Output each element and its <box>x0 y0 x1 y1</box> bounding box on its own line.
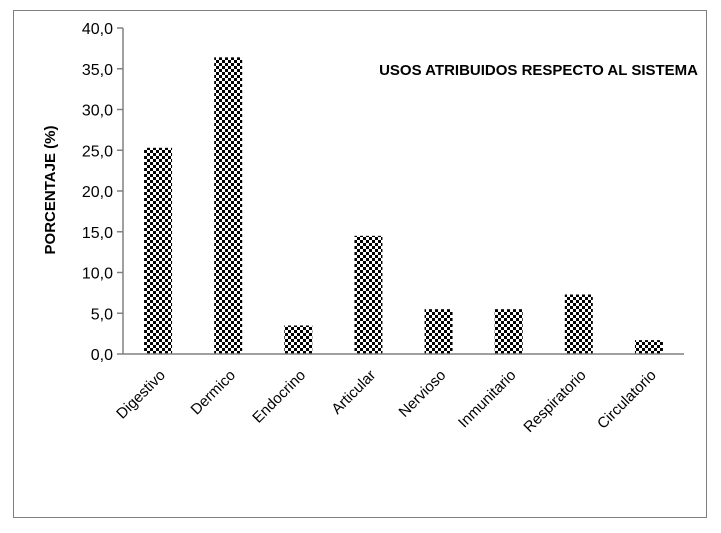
bar-digestivo <box>144 147 173 354</box>
x-tick-label: Endocrino <box>249 367 309 427</box>
y-tick-label: 15,0 <box>82 225 113 242</box>
bar-dermico <box>214 57 243 355</box>
x-tick-label: Circulatorio <box>594 367 660 433</box>
bar-endocrino <box>284 325 313 354</box>
bar-nervioso <box>424 309 453 354</box>
chart-title: USOS ATRIBUIDOS RESPECTO AL SISTEMA <box>379 62 698 79</box>
y-tick-label: 40,0 <box>82 21 113 38</box>
x-tick-label: Nervioso <box>396 367 450 421</box>
bar-articular <box>354 235 383 354</box>
x-tick-label: Digestivo <box>113 367 169 423</box>
y-tick-label: 20,0 <box>82 184 113 201</box>
y-tick-label: 30,0 <box>82 103 113 120</box>
y-tick-label: 25,0 <box>82 143 113 160</box>
x-tick-label: Articular <box>328 367 379 418</box>
x-tick-label: Respiratorio <box>520 367 589 436</box>
y-tick-label: 0,0 <box>91 347 113 364</box>
x-tick-label: Dermico <box>188 367 240 419</box>
bars <box>144 57 663 355</box>
y-tick-label: 10,0 <box>82 266 113 283</box>
y-tick-label: 35,0 <box>82 62 113 79</box>
bar-circulatorio <box>634 340 663 354</box>
y-axis-ticks: 0,0 5,0 10,0 15,0 20,0 25,0 30,0 35,0 40,0 <box>82 21 123 364</box>
y-axis-title: PORCENTAJE (%) <box>42 126 59 255</box>
bar-respiratorio <box>564 294 593 354</box>
bar-inmunitario <box>494 309 523 354</box>
axes <box>122 28 684 355</box>
y-tick-label: 5,0 <box>91 306 113 323</box>
x-tick-label: Inmunitario <box>455 367 519 431</box>
x-axis-labels: Digestivo Dermico Endocrino Articular Nervio… <box>113 367 660 436</box>
